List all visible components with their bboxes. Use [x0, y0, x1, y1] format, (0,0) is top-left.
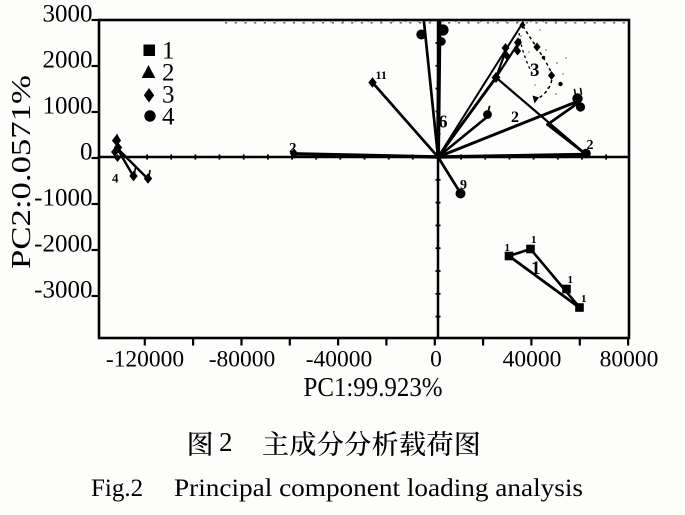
svg-text:2: 2 — [511, 109, 519, 126]
svg-text:6: 6 — [439, 112, 448, 132]
svg-text:4: 4 — [162, 104, 175, 131]
svg-text:-120000: -120000 — [106, 347, 184, 373]
svg-text:9: 9 — [460, 178, 467, 193]
svg-text:3: 3 — [162, 82, 175, 109]
svg-text:1: 1 — [531, 258, 541, 279]
svg-text:0: 0 — [80, 139, 93, 166]
svg-text:0: 0 — [430, 347, 442, 373]
svg-text:2: 2 — [289, 141, 297, 157]
svg-text:1: 1 — [531, 234, 537, 246]
svg-text:1: 1 — [581, 293, 587, 305]
svg-text:2: 2 — [587, 138, 594, 153]
svg-text:2000: 2000 — [43, 47, 93, 74]
svg-text:3: 3 — [530, 60, 540, 81]
svg-text:PC1:99.923%: PC1:99.923% — [304, 371, 443, 402]
svg-text:80000: 80000 — [600, 347, 659, 373]
svg-text:1: 1 — [568, 274, 574, 286]
svg-text:1000: 1000 — [43, 93, 93, 120]
svg-text:4: 4 — [112, 171, 119, 186]
svg-text:2: 2 — [219, 427, 233, 457]
svg-text:Fig.2: Fig.2 — [91, 475, 143, 502]
svg-text:-3000: -3000 — [34, 277, 92, 304]
svg-text:PC2:0.0571%: PC2:0.0571% — [6, 75, 36, 269]
svg-text:11: 11 — [376, 68, 387, 82]
svg-text:2: 2 — [162, 60, 175, 87]
svg-text:1: 1 — [162, 38, 175, 65]
svg-text:-1000: -1000 — [34, 185, 92, 212]
svg-text:-80000: -80000 — [209, 347, 276, 373]
svg-text:3000: 3000 — [43, 1, 93, 28]
svg-text:1: 1 — [505, 242, 511, 254]
svg-text:40000: 40000 — [503, 347, 562, 373]
svg-text:-40000: -40000 — [306, 347, 373, 373]
svg-text:-2000: -2000 — [34, 231, 92, 258]
svg-text:Principal component loading an: Principal component loading analysis — [174, 475, 583, 502]
